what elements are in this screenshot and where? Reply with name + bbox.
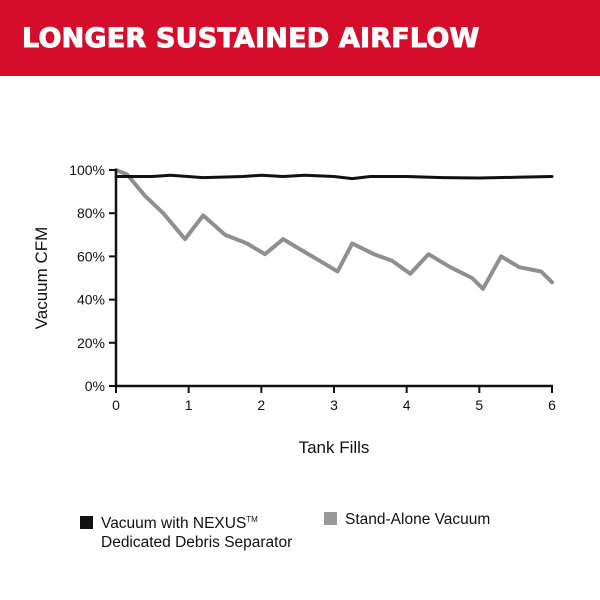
y-tick-label: 0% bbox=[85, 378, 105, 394]
x-tick-label: 0 bbox=[112, 397, 120, 413]
trademark-symbol: TM bbox=[246, 515, 258, 524]
x-tick-label: 3 bbox=[330, 397, 338, 413]
legend-item-nexus: Vacuum with NEXUSTM Dedicated Debris Sep… bbox=[80, 510, 292, 552]
series-line-0 bbox=[114, 173, 554, 181]
y-tick-label: 40% bbox=[77, 292, 105, 308]
legend-label-standalone: Stand-Alone Vacuum bbox=[345, 511, 491, 528]
legend-item-standalone: Stand-Alone Vacuum bbox=[324, 510, 490, 529]
legend-swatch-gray bbox=[324, 512, 337, 525]
legend-label-nexus-line2: Dedicated Debris Separator bbox=[101, 534, 293, 552]
y-tick-label: 80% bbox=[77, 205, 105, 221]
chart-title: LONGER SUSTAINED AIRFLOW bbox=[21, 22, 480, 54]
legend-label-nexus-line1: Vacuum with NEXUS bbox=[101, 515, 247, 533]
x-tick-label: 5 bbox=[475, 397, 483, 413]
y-tick-label: 60% bbox=[77, 248, 105, 264]
y-tick-label: 100% bbox=[69, 162, 105, 178]
x-tick-label: 2 bbox=[257, 397, 265, 413]
x-tick-label: 6 bbox=[548, 397, 556, 413]
title-banner: LONGER SUSTAINED AIRFLOW bbox=[0, 0, 600, 76]
x-tick-label: 1 bbox=[185, 397, 193, 413]
x-axis-label: Tank Fills bbox=[299, 438, 370, 457]
series-line-1 bbox=[114, 168, 554, 291]
x-tick-label: 4 bbox=[403, 397, 411, 413]
y-tick-label: 20% bbox=[77, 335, 105, 351]
y-axis-label: Vacuum CFM bbox=[32, 227, 51, 330]
legend-swatch-black bbox=[80, 516, 93, 530]
